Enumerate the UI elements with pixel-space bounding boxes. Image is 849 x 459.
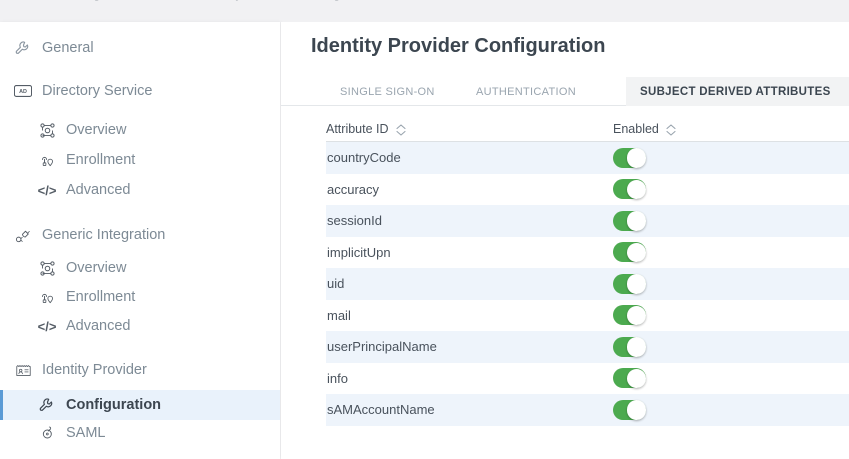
svg-text:AD: AD	[19, 89, 27, 95]
